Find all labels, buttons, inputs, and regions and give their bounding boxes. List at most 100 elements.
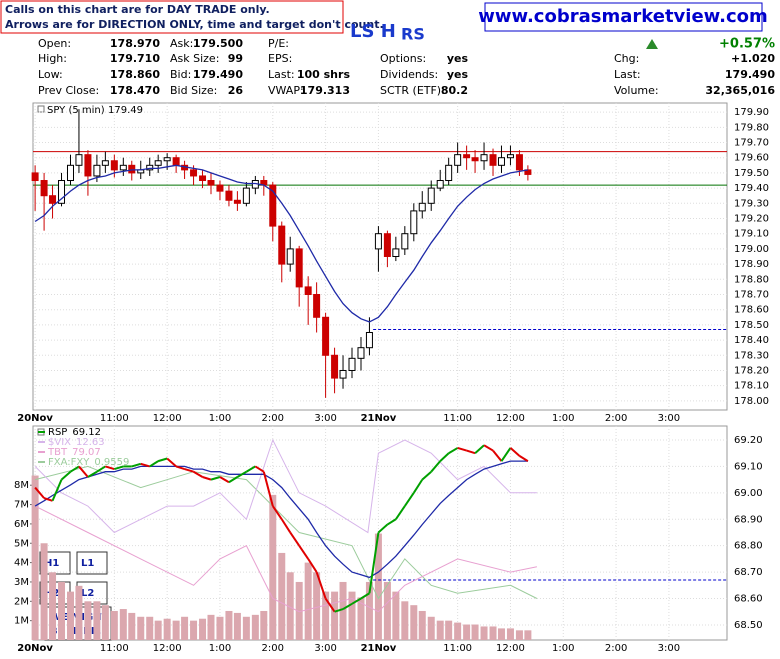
volume-bar bbox=[181, 616, 189, 640]
y-tick-label: 178.00 bbox=[734, 396, 769, 407]
volume-bar bbox=[383, 581, 391, 640]
price-segment bbox=[149, 460, 159, 468]
quote-value: 179.313 bbox=[300, 84, 350, 97]
price-segment bbox=[448, 447, 459, 455]
y2-tick-label: 1M bbox=[14, 616, 29, 627]
candle-body bbox=[58, 180, 66, 204]
quote-value: 178.860 bbox=[110, 68, 160, 81]
price-segment bbox=[351, 597, 362, 605]
x-tick-label: 3:00 bbox=[314, 413, 336, 424]
volume-bar bbox=[410, 605, 418, 640]
site-url[interactable]: www.cobrasmarketview.com bbox=[478, 6, 768, 27]
overlay-line bbox=[34, 438, 537, 534]
volume-bar bbox=[58, 581, 66, 640]
y2-tick-label: 2M bbox=[14, 596, 29, 607]
candle-body bbox=[75, 154, 83, 166]
legend-value: 69.12 bbox=[72, 427, 101, 438]
volume-bar bbox=[374, 533, 382, 640]
candle-body bbox=[436, 180, 444, 189]
candle-body bbox=[365, 331, 373, 349]
annotation-label: H1 bbox=[44, 558, 59, 569]
volume-bar bbox=[137, 616, 145, 640]
x-tick-label: 12:00 bbox=[153, 643, 182, 654]
candle-body bbox=[163, 157, 171, 162]
candle-body bbox=[49, 195, 57, 204]
price-segment bbox=[245, 465, 256, 473]
price-segment bbox=[271, 505, 283, 520]
y-tick-label: 68.80 bbox=[734, 541, 763, 552]
volume-bar bbox=[199, 618, 207, 640]
volume-bar bbox=[154, 620, 162, 640]
candle-body bbox=[225, 190, 233, 201]
x-tick-label: 1:00 bbox=[209, 413, 231, 424]
x-tick-label: 11:00 bbox=[100, 643, 129, 654]
x-tick-label: 3:00 bbox=[314, 643, 336, 654]
quote-label: SCTR (ETF): bbox=[380, 84, 445, 97]
price-segment bbox=[175, 465, 185, 471]
candle-body bbox=[207, 180, 215, 186]
annotation-label: L1 bbox=[81, 558, 94, 569]
volume-bar bbox=[401, 601, 409, 640]
moving-average bbox=[34, 164, 529, 323]
candle-body bbox=[454, 154, 462, 166]
price-segment bbox=[166, 457, 177, 468]
candle-body bbox=[199, 175, 207, 182]
overlay-line bbox=[34, 505, 537, 613]
candle-body bbox=[445, 164, 453, 182]
volume-bar bbox=[445, 620, 453, 640]
candle-body bbox=[401, 233, 409, 250]
price-segment bbox=[307, 558, 318, 573]
volume-bar bbox=[251, 614, 259, 640]
price-segment bbox=[114, 465, 124, 471]
volume-bar bbox=[418, 610, 426, 640]
y-tick-label: 178.60 bbox=[734, 305, 769, 316]
price-segment bbox=[87, 470, 98, 478]
price-segment bbox=[193, 470, 204, 478]
price-segment bbox=[280, 518, 292, 534]
price-segment bbox=[430, 460, 441, 473]
quote-label: Prev Close: bbox=[38, 84, 99, 97]
volume-bar bbox=[84, 601, 92, 640]
volume-bar bbox=[313, 572, 321, 640]
url-box bbox=[484, 2, 763, 32]
annotation-box bbox=[76, 551, 108, 575]
up-arrow bbox=[646, 39, 658, 49]
quote-value: 26 bbox=[228, 84, 244, 97]
quote-label: VWAP: bbox=[268, 84, 304, 97]
candle-body bbox=[489, 154, 497, 166]
price-segment bbox=[483, 444, 494, 452]
notice-box bbox=[0, 0, 344, 34]
y-tick-label: 179.70 bbox=[734, 138, 769, 149]
x-tick-label: 1:00 bbox=[209, 643, 231, 654]
y-tick-label: 178.50 bbox=[734, 320, 769, 331]
y-tick-label: 178.40 bbox=[734, 335, 769, 346]
price-segment bbox=[96, 465, 106, 473]
chart-title: SPY (5 min) bbox=[47, 105, 105, 116]
volume-bar bbox=[480, 626, 488, 640]
price-segment bbox=[228, 476, 238, 484]
quote-label: Dividends: bbox=[380, 68, 438, 81]
y-tick-label: 179.40 bbox=[734, 183, 769, 194]
x-tick-label: 11:00 bbox=[443, 643, 472, 654]
candle-body bbox=[110, 160, 118, 171]
y-tick-label: 178.10 bbox=[734, 381, 769, 392]
x-tick-label: 3:00 bbox=[658, 413, 680, 424]
quote-label: P/E: bbox=[268, 37, 289, 50]
candle-body bbox=[233, 199, 241, 204]
price-segment bbox=[219, 476, 230, 484]
quote-label: Last: bbox=[268, 68, 295, 81]
volume-bar bbox=[128, 612, 136, 640]
volume-bar bbox=[101, 605, 109, 640]
y-tick-label: 69.20 bbox=[734, 435, 763, 446]
candle-body bbox=[357, 347, 365, 359]
candle-body bbox=[190, 169, 198, 177]
volume-bar bbox=[436, 620, 444, 640]
x-tick-label: 2:00 bbox=[262, 413, 284, 424]
quote-value: yes bbox=[447, 52, 469, 65]
price-segment bbox=[324, 597, 336, 613]
y-tick-label: 179.20 bbox=[734, 214, 769, 225]
candle-body bbox=[31, 172, 39, 182]
volume-bar bbox=[49, 572, 57, 640]
volume-bar bbox=[233, 612, 241, 640]
volume-bar bbox=[524, 630, 532, 640]
